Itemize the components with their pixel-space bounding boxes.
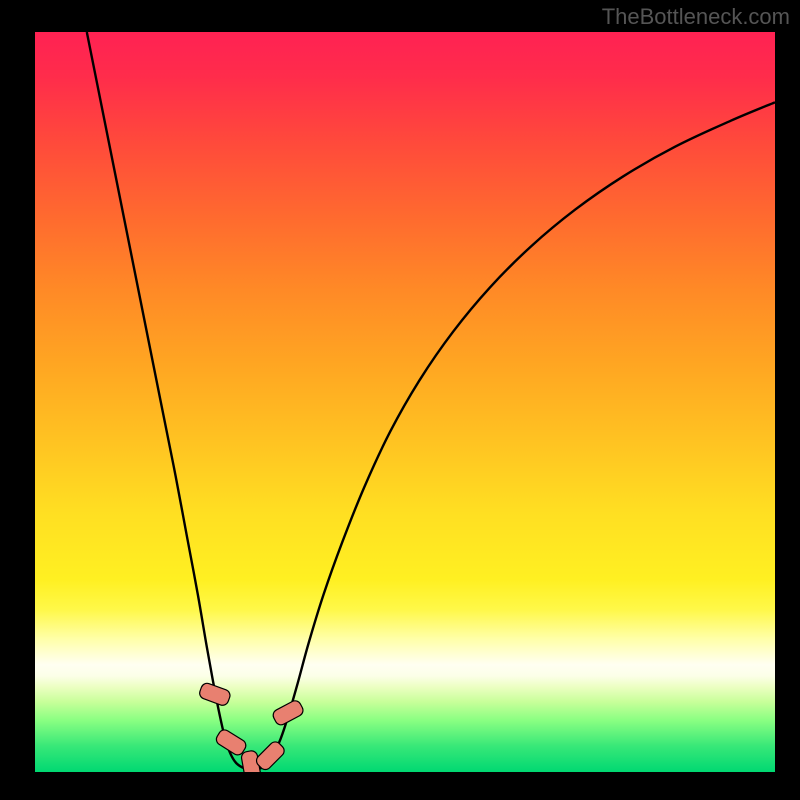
plot-svg: [35, 32, 775, 772]
plot-area: [35, 32, 775, 772]
gradient-background: [35, 32, 775, 772]
chart-container: TheBottleneck.com: [0, 0, 800, 800]
watermark-text: TheBottleneck.com: [602, 4, 790, 30]
